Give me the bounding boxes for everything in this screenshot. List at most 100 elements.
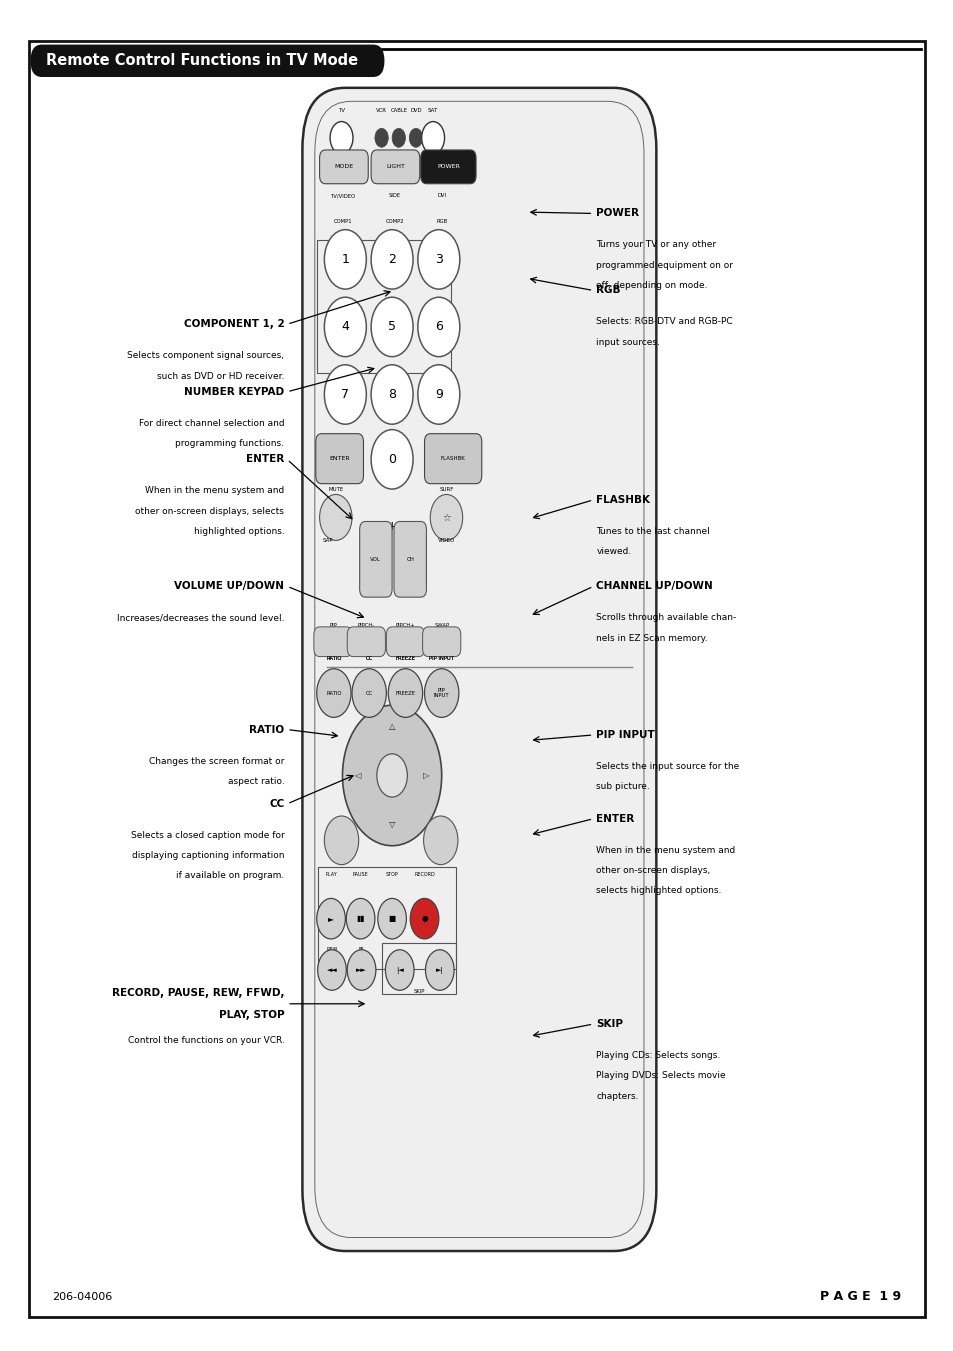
Text: CC: CC	[365, 690, 373, 696]
Bar	[317, 867, 456, 969]
FancyBboxPatch shape	[422, 627, 460, 657]
Text: PIPCH+: PIPCH+	[395, 623, 415, 628]
Text: CC: CC	[365, 655, 373, 661]
Circle shape	[371, 230, 413, 289]
Circle shape	[377, 898, 406, 939]
Circle shape	[371, 297, 413, 357]
Text: 0: 0	[388, 453, 395, 466]
Circle shape	[385, 950, 414, 990]
Text: TV: TV	[337, 108, 345, 113]
Text: sub picture.: sub picture.	[596, 782, 649, 792]
FancyBboxPatch shape	[29, 41, 924, 1317]
Text: 9: 9	[435, 388, 442, 401]
Text: PLAY: PLAY	[325, 871, 336, 877]
Circle shape	[375, 128, 388, 147]
Text: off, depending on mode.: off, depending on mode.	[596, 281, 707, 290]
Text: 3: 3	[435, 253, 442, 266]
Text: PIPCH-: PIPCH-	[357, 623, 375, 628]
Text: SKIP: SKIP	[414, 989, 425, 994]
Text: RATIO: RATIO	[326, 655, 341, 661]
Text: ▽: ▽	[389, 820, 395, 828]
Text: Increases/decreases the sound level.: Increases/decreases the sound level.	[116, 613, 284, 623]
Text: CC: CC	[269, 798, 284, 809]
Text: POWER: POWER	[596, 208, 639, 219]
Text: VIDEO: VIDEO	[437, 538, 455, 543]
Text: VCR: VCR	[375, 108, 387, 113]
Text: CABLE: CABLE	[390, 108, 407, 113]
Text: FREEZE: FREEZE	[395, 655, 415, 661]
Text: SIDE: SIDE	[389, 193, 400, 199]
Text: Turns your TV or any other: Turns your TV or any other	[596, 240, 716, 250]
Text: Changes the screen format or: Changes the screen format or	[149, 757, 284, 766]
Text: 5: 5	[388, 320, 395, 334]
Text: SAP: SAP	[322, 538, 334, 543]
Text: ◁: ◁	[355, 771, 360, 780]
Text: PIP
INPUT: PIP INPUT	[434, 688, 449, 698]
Text: PIP INPUT: PIP INPUT	[429, 655, 454, 661]
FancyBboxPatch shape	[371, 150, 419, 184]
Text: such as DVD or HD receiver.: such as DVD or HD receiver.	[156, 372, 284, 381]
Text: ▮▮: ▮▮	[356, 915, 364, 923]
Text: POWER: POWER	[436, 165, 459, 169]
Text: PIP: PIP	[329, 623, 336, 628]
Text: MODE: MODE	[334, 165, 354, 169]
Circle shape	[430, 494, 462, 540]
Text: Tunes to the last channel: Tunes to the last channel	[596, 527, 709, 536]
Text: RECORD, PAUSE, REW, FFWD,: RECORD, PAUSE, REW, FFWD,	[112, 988, 284, 998]
Text: programmed equipment on or: programmed equipment on or	[596, 261, 733, 270]
Text: ENTER: ENTER	[329, 457, 350, 461]
Text: ■: ■	[388, 915, 395, 923]
Text: Playing DVDs: Selects movie: Playing DVDs: Selects movie	[596, 1071, 725, 1081]
Circle shape	[410, 898, 438, 939]
Text: FLASHBK: FLASHBK	[440, 457, 465, 461]
Text: ►►: ►►	[355, 967, 367, 973]
Text: CC: CC	[365, 655, 373, 661]
Circle shape	[376, 754, 407, 797]
Text: Selects the input source for the: Selects the input source for the	[596, 762, 739, 771]
Text: RGB: RGB	[596, 285, 620, 296]
Text: P A G E  1 9: P A G E 1 9	[820, 1290, 901, 1304]
Circle shape	[324, 297, 366, 357]
Text: NUMBER KEYPAD: NUMBER KEYPAD	[184, 386, 284, 397]
Circle shape	[352, 669, 386, 717]
Text: REW: REW	[326, 947, 337, 952]
FancyBboxPatch shape	[359, 521, 392, 597]
Circle shape	[347, 950, 375, 990]
Circle shape	[371, 430, 413, 489]
Text: ●: ●	[421, 915, 427, 923]
Text: Playing CDs: Selects songs.: Playing CDs: Selects songs.	[596, 1051, 720, 1061]
Circle shape	[316, 669, 351, 717]
Text: ▷: ▷	[423, 771, 429, 780]
Circle shape	[421, 122, 444, 154]
Text: △: △	[389, 723, 395, 731]
Circle shape	[316, 898, 345, 939]
FancyBboxPatch shape	[420, 150, 476, 184]
Text: EXIT: EXIT	[435, 819, 446, 824]
Text: FREEZE: FREEZE	[395, 690, 415, 696]
Text: aspect ratio.: aspect ratio.	[228, 777, 284, 786]
Text: ☆: ☆	[441, 512, 451, 523]
Text: SURF: SURF	[438, 486, 454, 492]
Text: PIP INPUT: PIP INPUT	[429, 655, 454, 661]
Text: programming functions.: programming functions.	[175, 439, 284, 449]
Circle shape	[424, 669, 458, 717]
Text: DVD: DVD	[410, 108, 421, 113]
Text: RATIO: RATIO	[326, 690, 341, 696]
Text: chapters.: chapters.	[596, 1092, 639, 1101]
Circle shape	[342, 705, 441, 846]
Text: FLASHBK: FLASHBK	[596, 494, 650, 505]
Text: other on-screen displays,: other on-screen displays,	[596, 866, 710, 875]
Text: Selects component signal sources,: Selects component signal sources,	[127, 351, 284, 361]
Circle shape	[417, 365, 459, 424]
Circle shape	[324, 816, 358, 865]
Text: When in the menu system and: When in the menu system and	[596, 846, 735, 855]
Text: RATIO: RATIO	[249, 724, 284, 735]
FancyBboxPatch shape	[315, 434, 363, 484]
Text: RECORD: RECORD	[414, 871, 435, 877]
Text: ENTER: ENTER	[596, 813, 634, 824]
Text: For direct channel selection and: For direct channel selection and	[138, 419, 284, 428]
Text: When in the menu system and: When in the menu system and	[145, 486, 284, 496]
Text: SAT: SAT	[428, 108, 437, 113]
Text: DVI: DVI	[436, 193, 446, 199]
Text: COMPONENT 1, 2: COMPONENT 1, 2	[183, 319, 284, 330]
